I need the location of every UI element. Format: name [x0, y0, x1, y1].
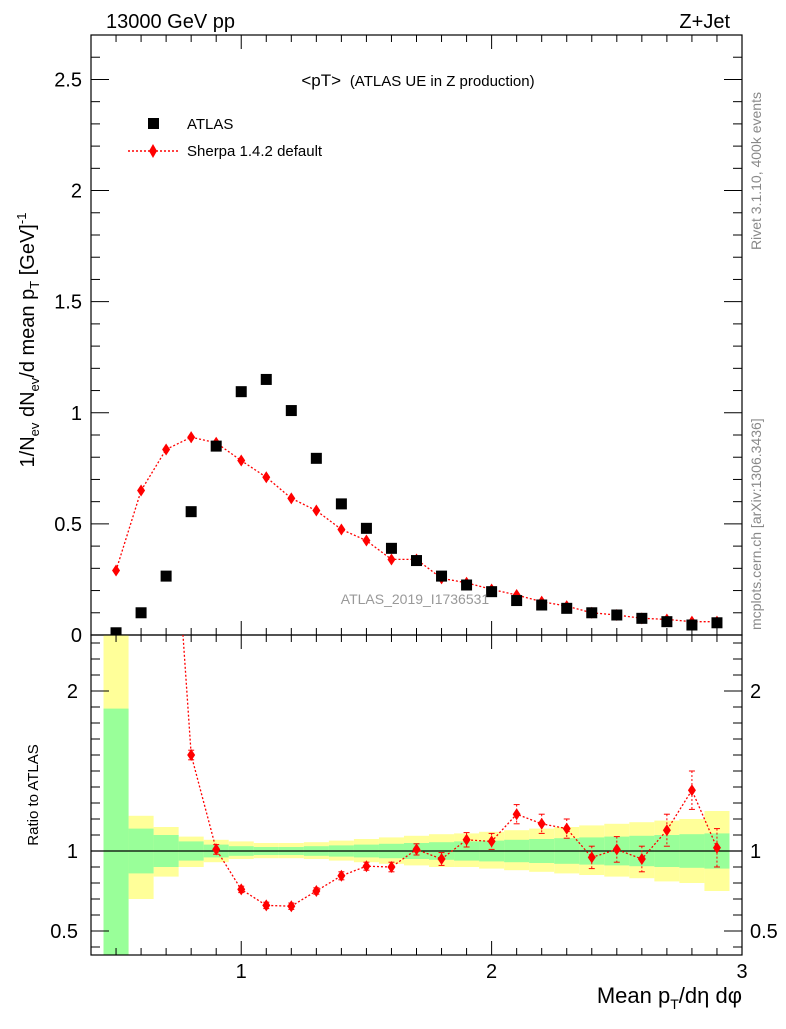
- legend-sherpa-label: Sherpa 1.4.2 default: [187, 143, 323, 160]
- atlas-point: [135, 607, 147, 619]
- ratio-sherpa-point: [562, 822, 571, 835]
- ratio-sherpa-point: [262, 899, 271, 912]
- header-process: Z+Jet: [679, 11, 730, 33]
- sherpa-point: [262, 471, 271, 484]
- mcplots-label: mcplots.cern.ch [arXiv:1306.3436]: [748, 418, 764, 630]
- main-panel: 0 0.5 1 1.5 2 2.5: [54, 34, 743, 647]
- atlas-point: [210, 440, 222, 452]
- ratio-sherpa-point: [662, 824, 671, 837]
- ratio-sherpa-point: [437, 853, 446, 865]
- ratio-y-tick-label: 0.5: [50, 921, 78, 943]
- ratio-y-tick-label: 1: [67, 841, 78, 863]
- sherpa-point: [162, 443, 171, 456]
- legend-sherpa-marker: [149, 144, 157, 158]
- ratio-sherpa-point: [462, 833, 471, 846]
- ratio-sherpa-point: [587, 851, 596, 864]
- plot-title-sub: (ATLAS UE in Z production): [350, 73, 535, 90]
- main-y-tick-label: 1: [71, 403, 82, 425]
- atlas-point: [385, 542, 397, 554]
- atlas-point: [586, 607, 598, 619]
- sherpa-point: [387, 553, 396, 566]
- ratio-sherpa-point: [312, 885, 321, 897]
- ratio-sherpa-point: [537, 817, 546, 830]
- ratio-panel: 1 2 30.5 0.51 12 2: [50, 634, 778, 983]
- atlas-point: [335, 498, 347, 510]
- atlas-point: [260, 373, 272, 385]
- atlas-point: [411, 555, 422, 567]
- x-tick-label: 1: [236, 961, 247, 983]
- main-y-axis-label: 1/Nev dNev/d mean pT [GeV]-1: [14, 213, 42, 468]
- plot-title: <pT> (ATLAS UE in Z production): [301, 71, 534, 90]
- main-y-tick-label: 2.5: [54, 69, 82, 91]
- sherpa-point: [112, 564, 121, 577]
- ratio-sherpa-point: [337, 869, 346, 882]
- legend: ATLAS Sherpa 1.4.2 default: [128, 116, 323, 160]
- ratio-sherpa-point: [412, 843, 421, 856]
- sherpa-point: [362, 534, 371, 547]
- atlas-point: [160, 570, 172, 582]
- atlas-point: [461, 579, 473, 591]
- sherpa-point: [337, 523, 346, 536]
- legend-atlas-label: ATLAS: [187, 116, 233, 133]
- ratio-sherpa-point: [237, 883, 246, 896]
- ratio-sherpa-point: [362, 860, 371, 873]
- ratio-y-tick-label-right: 2: [750, 681, 761, 703]
- ratio-sherpa-point: [687, 784, 696, 797]
- x-axis-label: Mean pT/dη dφ: [597, 983, 742, 1012]
- atlas-point: [636, 612, 648, 624]
- ratio-y-axis-label: Ratio to ATLAS: [25, 744, 42, 845]
- atlas-point: [360, 522, 372, 534]
- sherpa-point: [237, 454, 246, 467]
- sherpa-point: [187, 431, 196, 444]
- watermark: ATLAS_2019_I1736531: [341, 591, 490, 607]
- ratio-sherpa-point: [512, 808, 521, 821]
- atlas-point: [511, 595, 523, 607]
- rivet-label: Rivet 3.1.10, 400k events: [748, 92, 764, 250]
- ratio-sherpa-point: [212, 843, 221, 856]
- atlas-point: [436, 570, 448, 582]
- ratio-y-tick-label-right: 1: [750, 841, 761, 863]
- ratio-sherpa-line: [182, 635, 718, 907]
- ratio-sherpa-point: [612, 843, 621, 856]
- ratio-y-tick-label: 2: [67, 681, 78, 703]
- ratio-sherpa-point: [287, 900, 296, 913]
- atlas-point: [611, 609, 623, 621]
- atlas-point: [661, 616, 673, 628]
- sherpa-point: [287, 492, 296, 505]
- ratio-y-tick-label-right: 0.5: [750, 921, 778, 943]
- main-y-tick-label: 0: [71, 625, 82, 647]
- main-y-tick-label: 2: [71, 181, 82, 203]
- ratio-sherpa-point: [387, 861, 396, 873]
- atlas-point: [185, 506, 197, 518]
- atlas-point: [686, 619, 698, 631]
- ratio-frame: [90, 634, 743, 956]
- ratio-sherpa-point: [712, 841, 721, 854]
- atlas-point: [486, 586, 498, 598]
- ratio-sherpa-point: [187, 749, 196, 761]
- atlas-point: [110, 627, 122, 639]
- legend-atlas-marker: [148, 118, 159, 129]
- ratio-sherpa-point: [487, 835, 496, 848]
- ratio-sherpa-point: [637, 853, 646, 865]
- sherpa-point: [312, 504, 321, 517]
- x-tick-label: 2: [486, 961, 497, 983]
- main-y-tick-label: 1.5: [54, 292, 82, 314]
- atlas-point: [711, 617, 723, 629]
- sherpa-point: [137, 484, 146, 497]
- header-energy: 13000 GeV pp: [106, 11, 235, 33]
- atlas-point: [235, 386, 247, 398]
- plot-title-main: <pT>: [301, 71, 341, 90]
- x-tick-label: 3: [736, 961, 747, 983]
- atlas-point: [561, 602, 573, 614]
- main-y-tick-label: 0.5: [54, 514, 82, 536]
- ratio-band-green: [103, 708, 129, 955]
- atlas-point: [536, 599, 548, 611]
- atlas-point: [285, 405, 297, 417]
- atlas-point: [310, 452, 322, 464]
